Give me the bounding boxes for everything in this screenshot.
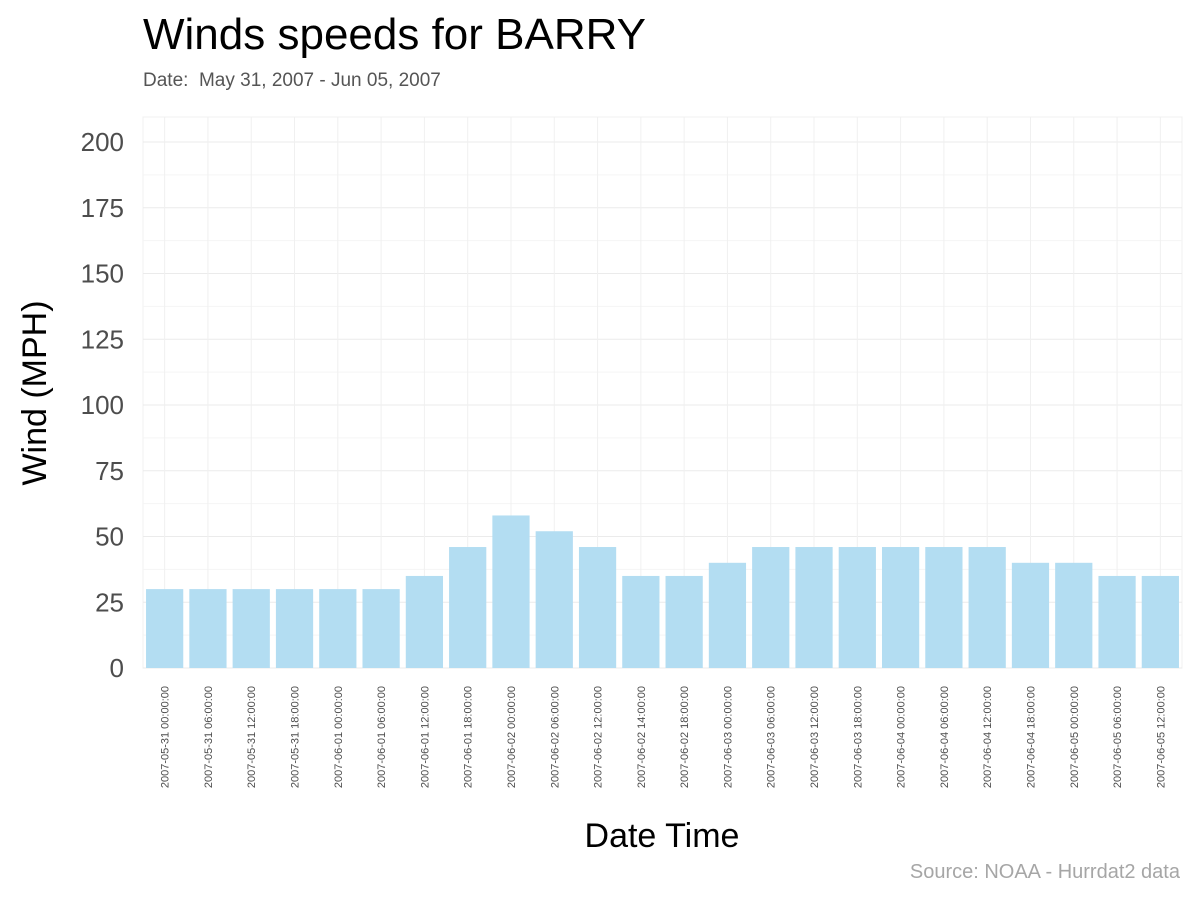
bars <box>146 515 1179 668</box>
bar <box>232 589 270 668</box>
x-tick-label: 2007-06-03 00:00:00 <box>722 686 734 788</box>
y-tick-label: 175 <box>81 193 124 223</box>
bar <box>1055 562 1093 668</box>
y-tick-label: 125 <box>81 324 124 354</box>
bar <box>449 547 487 668</box>
x-tick-label: 2007-05-31 00:00:00 <box>160 686 172 788</box>
x-tick-label: 2007-06-05 12:00:00 <box>1155 686 1167 788</box>
bar <box>838 547 876 668</box>
bar <box>665 575 703 668</box>
x-tick-label: 2007-06-01 06:00:00 <box>376 686 388 788</box>
x-tick-label: 2007-05-31 12:00:00 <box>246 686 258 788</box>
y-tick-label: 50 <box>95 522 124 552</box>
bar <box>881 547 920 668</box>
x-tick-label: 2007-06-03 06:00:00 <box>766 686 778 788</box>
bar <box>795 547 833 668</box>
y-tick-label: 150 <box>81 259 124 289</box>
y-tick-label: 25 <box>95 587 124 617</box>
x-tick-label: 2007-06-01 12:00:00 <box>419 686 431 788</box>
x-tick-label: 2007-06-02 00:00:00 <box>506 686 518 788</box>
x-tick-label: 2007-06-04 18:00:00 <box>1025 686 1037 788</box>
bar <box>1011 562 1050 668</box>
bar <box>622 575 660 668</box>
x-tick-label: 2007-05-31 18:00:00 <box>290 686 302 788</box>
x-tick-label: 2007-06-03 18:00:00 <box>852 686 864 788</box>
x-tick-label: 2007-06-04 00:00:00 <box>896 686 908 788</box>
chart-subtitle: Date: May 31, 2007 - Jun 05, 2007 <box>143 70 441 91</box>
bar <box>275 589 314 668</box>
x-tick-label: 2007-06-05 00:00:00 <box>1069 686 1081 788</box>
x-tick-label: 2007-06-03 12:00:00 <box>809 686 821 788</box>
y-tick-label: 0 <box>110 653 124 683</box>
x-tick-label: 2007-06-04 12:00:00 <box>982 686 994 788</box>
bar <box>968 547 1006 668</box>
x-axis-ticks: 2007-05-31 00:00:00 2007-05-31 06:00:00 20… <box>160 686 1168 788</box>
x-axis-title: Date Time <box>585 817 740 855</box>
bar <box>752 547 790 668</box>
x-tick-label: 2007-05-31 06:00:00 <box>203 686 215 788</box>
bar <box>1098 575 1136 668</box>
y-axis-ticks: 0 25 50 75 100 125 150 175 200 <box>81 127 124 683</box>
x-tick-label: 2007-06-02 06:00:00 <box>549 686 561 788</box>
bar <box>708 562 747 668</box>
bar <box>578 547 617 668</box>
x-tick-label: 2007-06-02 12:00:00 <box>593 686 605 788</box>
x-tick-label: 2007-06-04 06:00:00 <box>939 686 951 788</box>
chart-title: Winds speeds for BARRY <box>143 10 646 59</box>
plot-panel <box>142 116 1183 669</box>
bar <box>189 589 227 668</box>
x-tick-label: 2007-06-02 14:00:00 <box>636 686 648 788</box>
x-tick-label: 2007-06-05 06:00:00 <box>1112 686 1124 788</box>
y-tick-label: 200 <box>81 127 124 157</box>
y-tick-label: 75 <box>95 456 124 486</box>
bar <box>492 515 530 668</box>
bar <box>146 589 184 668</box>
y-axis-title: Wind (MPH) <box>16 300 54 485</box>
y-tick-label: 100 <box>81 390 124 420</box>
x-tick-label: 2007-06-01 18:00:00 <box>463 686 475 788</box>
x-tick-label: 2007-06-02 18:00:00 <box>679 686 691 788</box>
bar <box>925 547 963 668</box>
bar <box>362 589 400 668</box>
chart-caption: Source: NOAA - Hurrdat2 data <box>909 861 1180 883</box>
bar <box>535 531 573 668</box>
bar <box>319 589 357 668</box>
x-tick-label: 2007-06-01 00:00:00 <box>333 686 345 788</box>
bar <box>1141 575 1179 668</box>
bar <box>405 575 444 668</box>
